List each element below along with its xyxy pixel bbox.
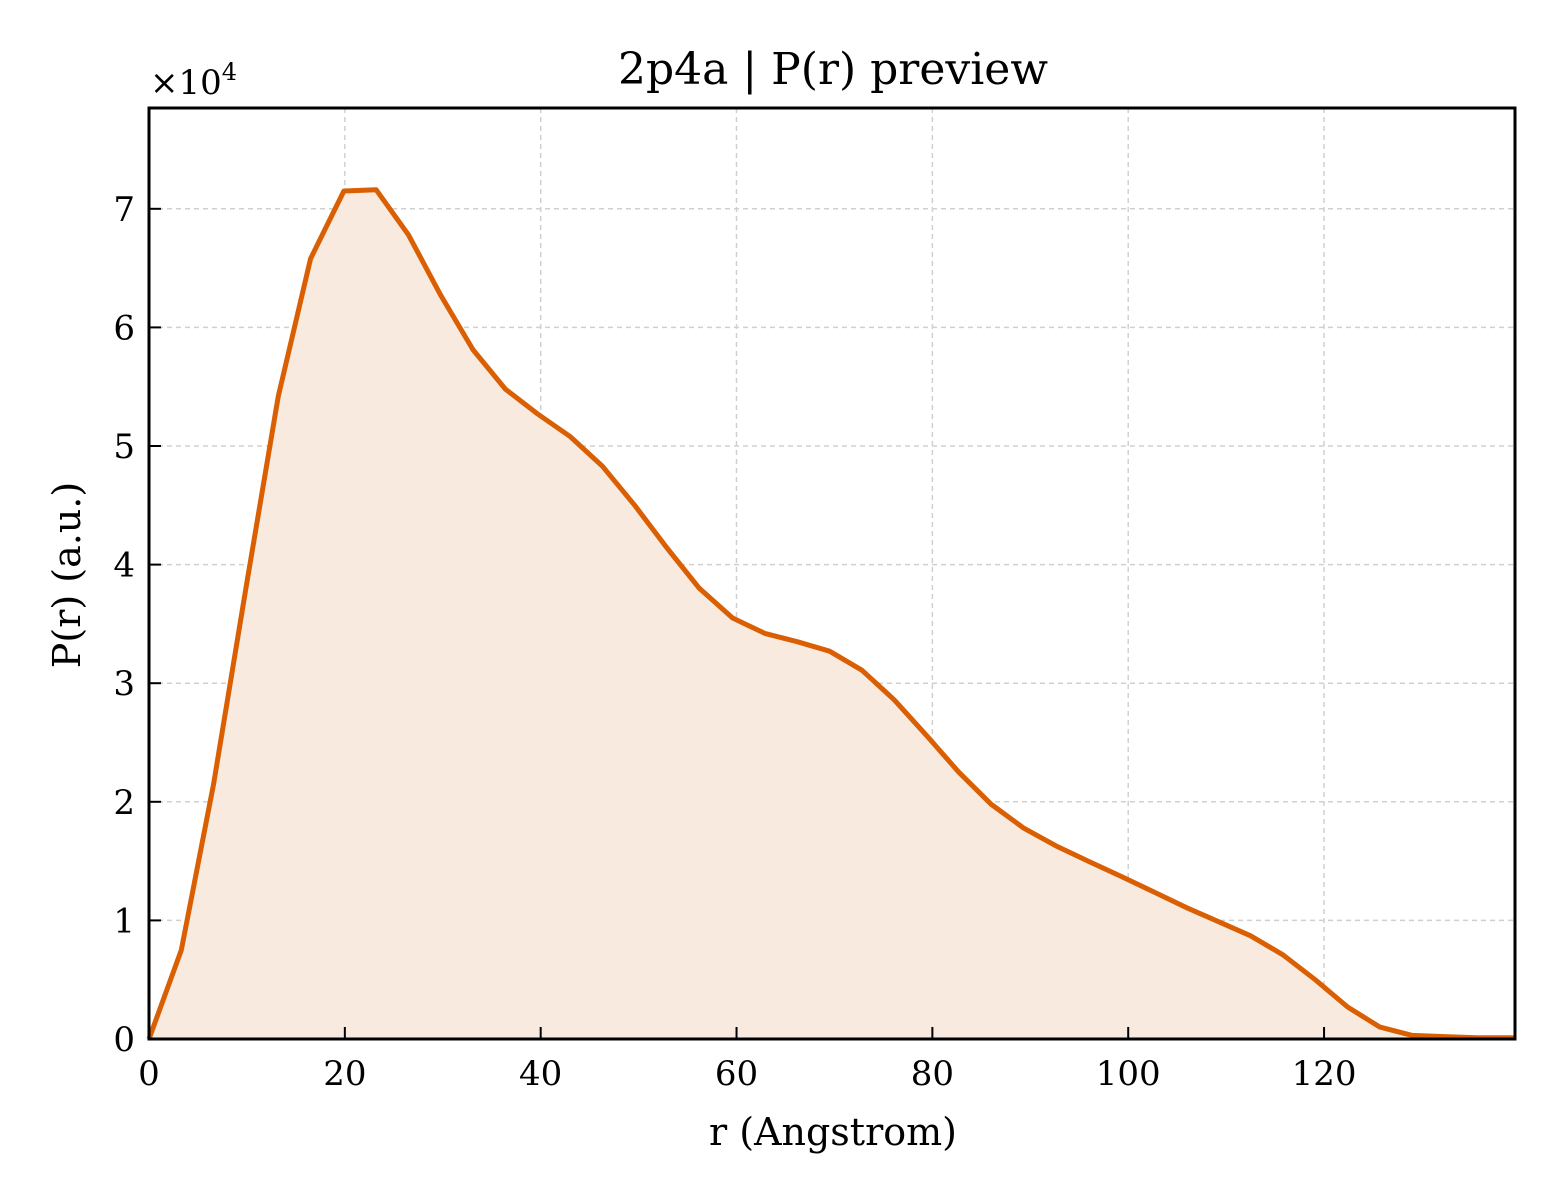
chart-title: 2p4a | P(r) preview [618, 44, 1048, 95]
x-tick-label: 20 [323, 1054, 366, 1094]
y-tick-label: 7 [113, 190, 135, 230]
y-tick-label: 5 [113, 427, 135, 467]
x-axis-label: r (Angstrom) [709, 1110, 957, 1154]
y-tick-label: 6 [113, 308, 135, 348]
y-axis-label: P(r) (a.u.) [45, 482, 89, 668]
x-tick-label: 120 [1292, 1054, 1357, 1094]
x-tick-label: 40 [519, 1054, 562, 1094]
y-axis-scale-multiplier: ×104 [150, 58, 237, 103]
x-tick-label: 100 [1096, 1054, 1161, 1094]
x-tick-label: 80 [911, 1054, 954, 1094]
y-scale-exponent: 4 [222, 58, 237, 86]
x-tick-label: 0 [138, 1054, 160, 1094]
y-tick-label: 3 [113, 664, 135, 704]
y-scale-base: ×10 [150, 63, 222, 103]
y-tick-label: 1 [113, 901, 135, 941]
series-area-fill [149, 190, 1515, 1039]
y-tick-label: 4 [113, 546, 135, 586]
y-tick-label: 2 [113, 783, 135, 823]
x-tick-label: 60 [715, 1054, 758, 1094]
y-tick-label: 0 [113, 1020, 135, 1060]
